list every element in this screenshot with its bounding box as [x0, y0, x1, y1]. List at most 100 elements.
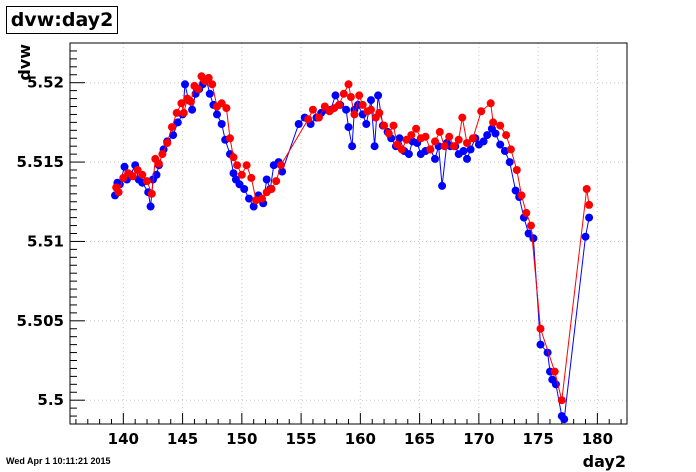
data-point [458, 113, 467, 122]
data-point [208, 80, 217, 89]
data-point [169, 131, 178, 140]
data-point [517, 191, 526, 200]
data-point [147, 189, 156, 198]
data-point [505, 158, 514, 167]
data-point [397, 145, 406, 154]
data-point [431, 154, 439, 163]
data-point [496, 140, 505, 149]
data-point [331, 91, 340, 100]
y-axis-label: dvw [15, 44, 34, 81]
data-point [506, 145, 515, 154]
data-point [529, 234, 538, 243]
data-point [557, 396, 566, 405]
data-point [222, 104, 231, 113]
data-point [258, 194, 266, 203]
data-point [128, 172, 137, 181]
data-point [249, 202, 258, 211]
data-point [486, 99, 495, 108]
data-point [167, 123, 176, 132]
x-tick-label: 155 [285, 430, 316, 448]
data-point [502, 131, 511, 140]
data-point [431, 137, 439, 146]
data-point [177, 99, 186, 108]
data-point [245, 194, 253, 203]
data-point [240, 185, 249, 193]
data-point [543, 348, 552, 357]
data-point [242, 161, 251, 170]
data-point [217, 120, 226, 128]
data-point [477, 107, 486, 116]
data-point [489, 118, 498, 127]
data-series [111, 72, 594, 424]
data-point [267, 185, 276, 193]
x-tick-label: 140 [108, 430, 139, 448]
data-point [466, 145, 475, 154]
data-point [374, 91, 383, 100]
y-tick-label: 5.515 [17, 153, 64, 171]
data-point [205, 89, 214, 98]
data-point [262, 175, 271, 184]
data-point [152, 170, 161, 179]
x-axis-label: day2 [583, 452, 626, 471]
x-tick-label: 160 [345, 430, 376, 448]
data-point [395, 134, 404, 143]
data-point [339, 89, 348, 98]
data-point [143, 177, 151, 186]
data-point [435, 127, 444, 136]
data-point [350, 110, 359, 119]
y-tick-label: 5.52 [27, 74, 64, 92]
data-point [500, 147, 509, 155]
data-point [229, 169, 238, 178]
data-point [272, 177, 281, 186]
series-line [115, 75, 590, 401]
chart-title: dvw:day2 [6, 6, 118, 34]
data-point [389, 121, 398, 130]
data-point [536, 324, 545, 333]
data-point [172, 108, 181, 117]
data-point [463, 139, 471, 147]
data-point [463, 154, 471, 163]
data-point [438, 181, 447, 190]
data-point [454, 135, 463, 144]
data-point [181, 80, 189, 89]
data-point [380, 121, 389, 130]
data-point [213, 110, 221, 119]
data-point [367, 105, 375, 114]
data-point [445, 132, 454, 141]
data-point [560, 415, 569, 424]
data-point [491, 129, 500, 138]
data-point [342, 105, 351, 114]
data-point [550, 367, 559, 376]
data-point [450, 142, 458, 151]
data-point [120, 162, 129, 171]
data-point [512, 166, 521, 174]
data-point [367, 96, 375, 105]
x-tick-label: 170 [463, 430, 494, 448]
data-point [412, 124, 421, 133]
data-point [404, 150, 413, 159]
y-tick-label: 5.5 [37, 391, 64, 409]
x-tick-label: 180 [582, 430, 613, 448]
data-point [114, 188, 123, 197]
y-tick-label: 5.51 [27, 232, 64, 250]
data-point [581, 232, 590, 241]
axes: 140 145 150 155 160 165 170 175 1805.55.5055.515… [17, 42, 622, 448]
data-point [154, 159, 163, 168]
x-tick-label: 165 [404, 430, 435, 448]
x-tick-label: 150 [226, 430, 257, 448]
data-point [527, 221, 535, 230]
data-point [407, 131, 416, 140]
data-point [335, 100, 343, 109]
data-point [384, 129, 393, 138]
data-point [188, 105, 197, 114]
data-point [314, 113, 323, 122]
timestamp: Wed Apr 1 10:11:21 2015 [6, 456, 111, 466]
data-point [362, 120, 371, 128]
data-point [585, 200, 594, 209]
data-point [237, 170, 246, 179]
data-point [370, 142, 379, 151]
data-point [358, 100, 367, 109]
data-point [229, 153, 238, 162]
data-point [459, 147, 468, 155]
